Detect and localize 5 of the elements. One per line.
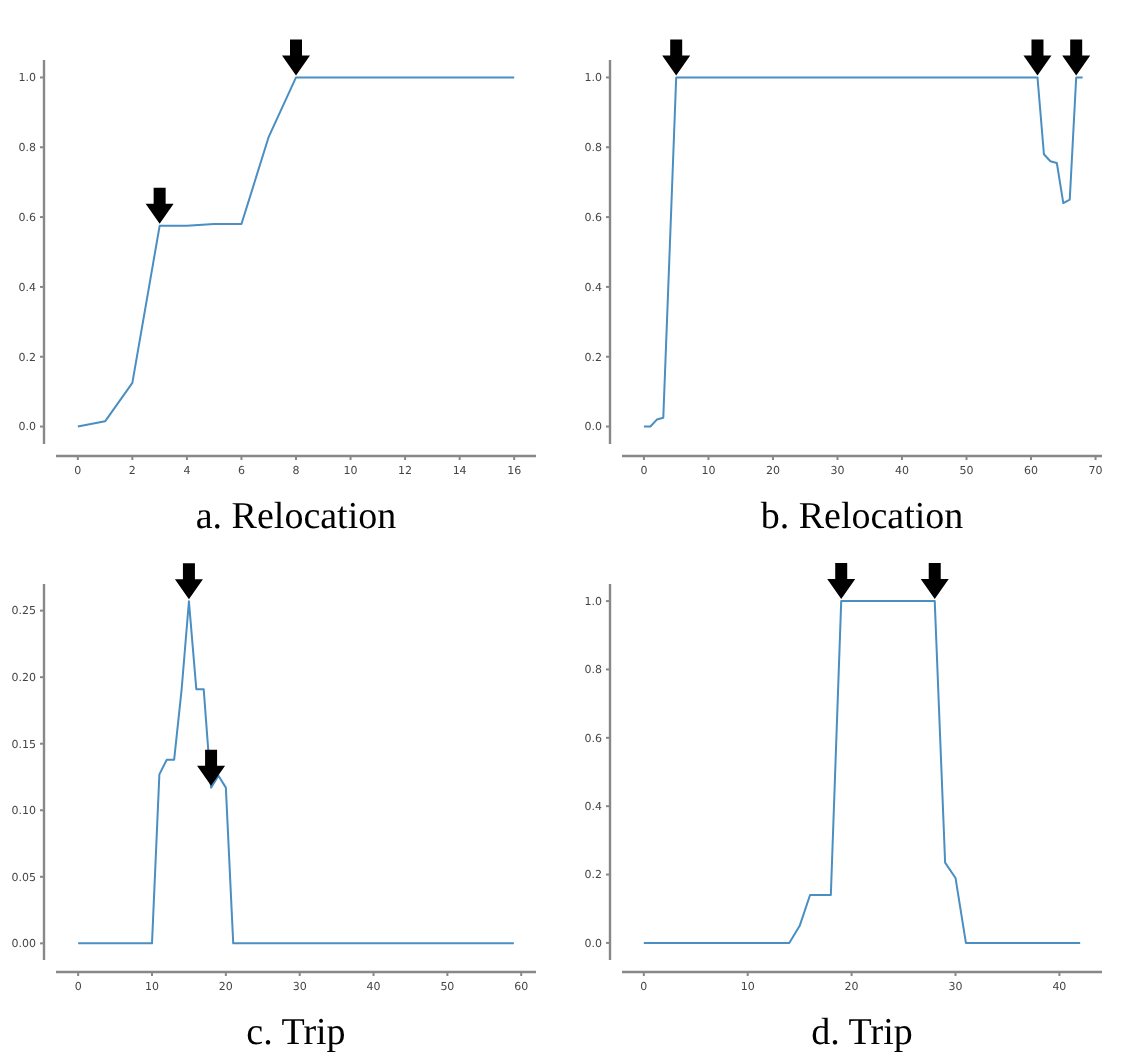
text: a. Relocation: [195, 496, 398, 538]
text: d. Trip: [811, 1012, 913, 1052]
text: b. Relocation: [760, 496, 965, 538]
text: c. Trip: [246, 1012, 346, 1052]
line-series: [642, 600, 1082, 944]
